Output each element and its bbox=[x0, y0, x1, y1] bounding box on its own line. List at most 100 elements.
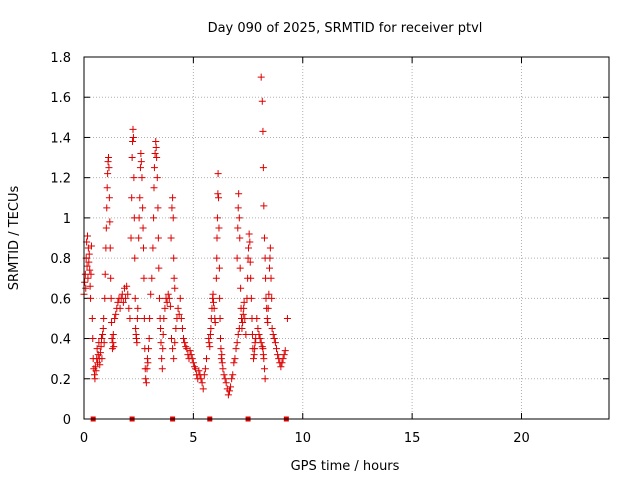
data-point bbox=[136, 164, 144, 172]
data-point bbox=[163, 298, 171, 306]
x-tick-label: 5 bbox=[189, 431, 197, 446]
data-point bbox=[239, 318, 247, 326]
data-point bbox=[131, 294, 139, 302]
x-axis-title: GPS time / hours bbox=[291, 459, 400, 474]
data-point bbox=[210, 298, 217, 306]
data-point bbox=[154, 204, 162, 212]
data-point bbox=[205, 339, 213, 347]
data-point bbox=[229, 371, 237, 379]
data-point bbox=[200, 371, 208, 379]
data-point bbox=[159, 331, 167, 339]
data-point bbox=[103, 204, 111, 212]
data-point bbox=[133, 314, 141, 322]
data-point bbox=[132, 325, 140, 332]
data-point bbox=[217, 335, 224, 343]
data-point bbox=[180, 335, 188, 343]
data-point bbox=[168, 204, 176, 212]
data-point bbox=[218, 359, 226, 367]
data-point bbox=[222, 379, 230, 387]
data-point bbox=[234, 224, 242, 232]
data-point bbox=[271, 339, 279, 347]
data-point bbox=[131, 254, 139, 262]
data-point bbox=[170, 355, 178, 363]
data-point bbox=[86, 282, 94, 290]
data-point bbox=[170, 274, 178, 282]
data-point bbox=[260, 234, 268, 242]
data-point bbox=[101, 294, 109, 302]
data-point bbox=[116, 304, 124, 312]
data-point bbox=[170, 254, 178, 262]
data-point bbox=[236, 234, 244, 242]
data-point bbox=[123, 282, 131, 290]
data-point bbox=[158, 365, 166, 373]
data-point bbox=[108, 318, 116, 326]
data-point bbox=[269, 331, 277, 339]
data-point bbox=[246, 238, 254, 246]
data-point bbox=[234, 331, 242, 339]
data-point bbox=[128, 154, 136, 162]
data-point bbox=[130, 174, 138, 182]
data-point bbox=[238, 325, 246, 332]
data-point bbox=[195, 367, 203, 375]
data-point bbox=[171, 339, 179, 347]
data-point bbox=[270, 335, 278, 343]
data-point bbox=[137, 150, 145, 158]
data-point bbox=[248, 331, 256, 339]
data-point bbox=[148, 274, 156, 282]
data-point bbox=[99, 325, 107, 332]
data-point bbox=[91, 363, 99, 371]
data-point bbox=[253, 314, 261, 322]
data-point bbox=[139, 224, 147, 232]
data-point bbox=[146, 314, 154, 322]
data-point bbox=[103, 184, 111, 192]
data-point bbox=[212, 274, 220, 282]
data-point bbox=[105, 154, 112, 162]
data-point bbox=[98, 335, 105, 343]
y-tick-label: 0.6 bbox=[50, 292, 71, 307]
data-point bbox=[268, 325, 276, 332]
y-tick-label: 1.6 bbox=[50, 91, 71, 106]
data-point bbox=[129, 125, 137, 133]
data-point bbox=[87, 294, 95, 302]
data-point bbox=[267, 274, 275, 282]
data-point bbox=[239, 310, 247, 318]
data-point bbox=[261, 375, 269, 383]
data-point bbox=[245, 230, 253, 238]
data-point bbox=[93, 345, 101, 353]
data-point bbox=[215, 194, 223, 202]
data-point bbox=[181, 339, 189, 347]
data-point bbox=[216, 294, 224, 302]
data-point bbox=[280, 351, 288, 359]
axis-ticks bbox=[83, 56, 609, 420]
data-point bbox=[168, 335, 175, 343]
data-point bbox=[281, 347, 289, 355]
data-point bbox=[165, 294, 173, 302]
data-point bbox=[177, 314, 185, 322]
data-point bbox=[109, 331, 117, 339]
data-point bbox=[251, 339, 259, 347]
data-point bbox=[140, 244, 147, 252]
data-point bbox=[150, 164, 158, 172]
x-tick-label: 20 bbox=[513, 431, 530, 446]
data-point bbox=[235, 214, 243, 222]
data-point bbox=[231, 355, 239, 363]
data-point bbox=[219, 365, 227, 373]
data-point bbox=[140, 274, 148, 282]
data-point bbox=[104, 170, 112, 178]
data-point bbox=[278, 359, 286, 367]
data-point bbox=[203, 355, 210, 363]
data-point bbox=[152, 144, 160, 151]
data-point bbox=[157, 325, 165, 332]
data-point bbox=[128, 194, 136, 202]
data-point bbox=[189, 359, 197, 367]
data-point bbox=[151, 150, 159, 158]
data-point bbox=[96, 361, 104, 369]
data-point bbox=[174, 304, 182, 312]
y-tick-label: 0 bbox=[63, 413, 71, 428]
data-point bbox=[119, 298, 127, 306]
data-point bbox=[228, 375, 236, 383]
y-axis-title: SRMTID / TECUs bbox=[7, 186, 22, 291]
data-point bbox=[241, 314, 249, 322]
data-point bbox=[221, 375, 229, 383]
data-point bbox=[279, 355, 287, 363]
